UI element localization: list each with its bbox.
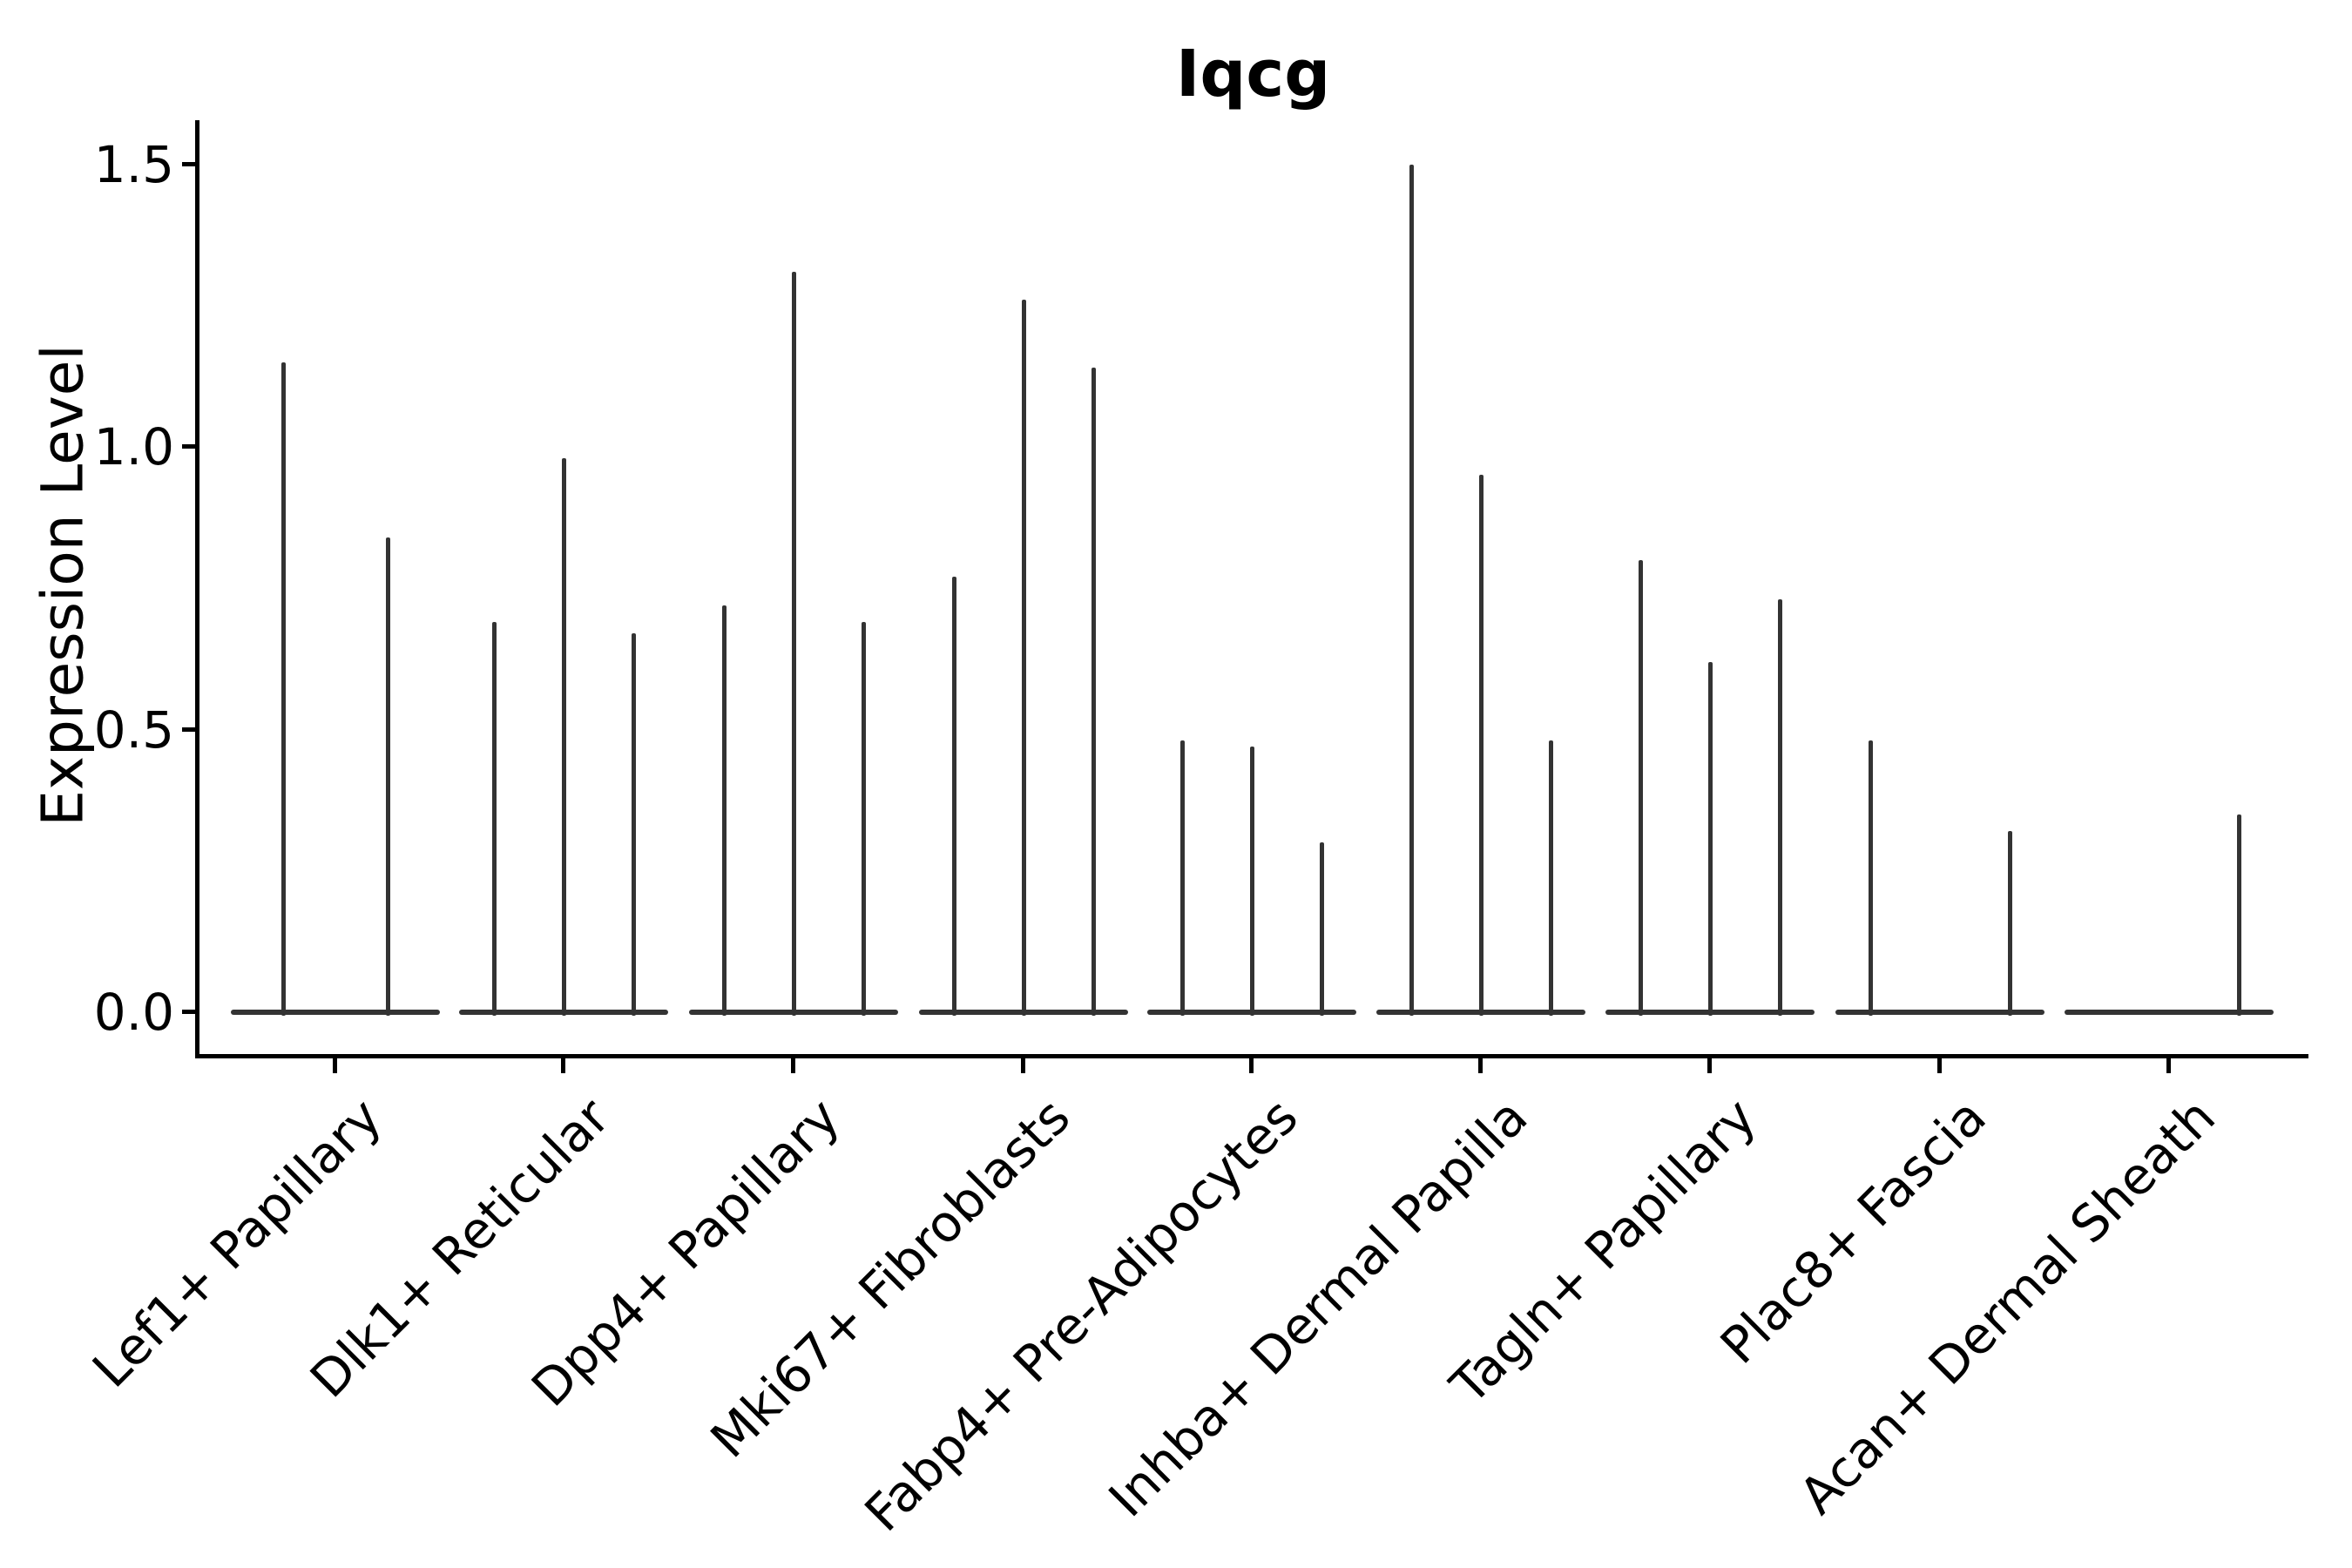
- violin-spike: [280, 362, 286, 1016]
- x-tick: [1021, 1054, 1025, 1073]
- violin-spike: [1249, 746, 1254, 1016]
- y-tick: [182, 1010, 198, 1014]
- y-tick-label: 1.5: [93, 134, 174, 194]
- y-tick-label: 0.0: [93, 983, 174, 1042]
- violin-spike: [861, 622, 866, 1016]
- violin-spike: [561, 457, 566, 1016]
- y-axis-spine: [195, 120, 199, 1058]
- x-tick: [1707, 1054, 1712, 1073]
- violin-spike: [1868, 740, 1873, 1016]
- violin-spike: [1707, 661, 1713, 1016]
- violin-spike: [951, 577, 956, 1016]
- x-tick: [561, 1054, 565, 1073]
- violin-spike: [791, 271, 796, 1016]
- violin-spike: [1777, 599, 1782, 1016]
- x-tick: [333, 1054, 337, 1073]
- violin-spike: [1319, 842, 1324, 1016]
- y-tick: [182, 727, 198, 732]
- violin-spike: [2007, 831, 2012, 1016]
- violin-spike: [1409, 164, 1414, 1016]
- violin-spike: [1021, 300, 1026, 1016]
- y-tick-label: 0.5: [93, 700, 174, 760]
- x-tick: [791, 1054, 795, 1073]
- violin-spike: [1179, 740, 1185, 1016]
- x-tick: [1249, 1054, 1254, 1073]
- violin-spike: [1638, 559, 1643, 1016]
- violin-baseline: [1835, 1010, 2044, 1015]
- plot-title: Iqcg: [1175, 37, 1331, 112]
- violin-spike: [491, 622, 497, 1016]
- violin-spike: [631, 633, 636, 1016]
- x-tick-label: Acan+ Dermal Sheath: [1788, 1086, 2227, 1526]
- y-tick: [182, 444, 198, 449]
- x-tick: [1937, 1054, 1942, 1073]
- violin-spike: [1478, 475, 1484, 1016]
- x-tick: [1478, 1054, 1483, 1073]
- x-tick-label: Inhba+ Dermal Papilla: [1097, 1086, 1538, 1529]
- x-tick: [2166, 1054, 2171, 1073]
- violin-baseline: [231, 1010, 440, 1015]
- violin-spike: [1091, 368, 1096, 1016]
- y-tick: [182, 161, 198, 166]
- violin-baseline: [2065, 1010, 2274, 1015]
- violin-spike: [385, 537, 390, 1016]
- violin-spike: [1548, 740, 1553, 1016]
- violin-spike: [721, 605, 727, 1016]
- x-tick-label: Fabp4+ Pre-Adipocytes: [853, 1086, 1309, 1543]
- violin-spike: [2236, 814, 2241, 1016]
- y-tick-label: 1.0: [93, 417, 174, 476]
